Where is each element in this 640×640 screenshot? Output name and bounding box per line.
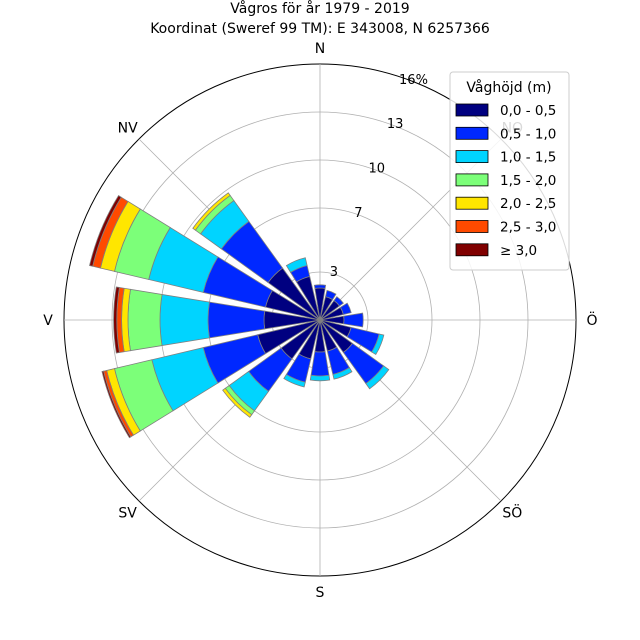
bar-segment [313,284,327,289]
bar-segment [365,365,390,390]
bar-segment [332,367,353,380]
bar-segment [343,312,364,328]
radial-tick-label: 3 [330,265,338,280]
direction-label: NV [118,121,138,137]
radial-tick-label: 16% [399,73,428,88]
direction-label: S [316,585,325,601]
legend-items: 0,0 - 0,5 0,5 - 1,0 1,0 - 1,5 1,5 - 2,0 2,0 … [455,103,556,259]
legend-swatch [455,150,489,164]
bar-segment [113,286,120,354]
legend-swatch [455,173,489,187]
bar-segment [325,289,337,301]
direction-label: SV [118,505,137,521]
bar-segment [333,296,344,307]
bar-segment [285,257,308,273]
chart-subtitle: Koordinat (Sweref 99 TM): E 343008, N 62… [150,21,490,37]
radial-tick-label: 7 [354,206,362,221]
legend-label: 0,0 - 0,5 [500,103,556,119]
legend: Våghöjd (m) 0,0 - 0,5 0,5 - 1,0 1,0 - 1,5 1… [449,71,570,271]
bar-segment [309,374,331,382]
bar-segment [207,301,266,339]
direction-label: SÖ [502,503,522,521]
bar-segment [222,387,253,418]
bar-segment [339,302,352,315]
radial-ticks: 3 7 10 13 16% [330,73,428,280]
wave-bars [89,192,390,439]
legend-title: Våghöjd (m) [466,79,551,96]
direction-label: Ö [586,311,597,329]
legend-swatch [455,126,489,140]
bar-segment [127,288,163,352]
bar-segment [283,373,306,388]
direction-label: N [315,41,325,57]
legend-label: ≥ 3,0 [500,243,537,259]
direction-label: V [43,313,53,329]
bar-segment [310,351,330,377]
radial-tick-label: 13 [387,117,404,132]
chart-title: Vågros för år 1979 - 2019 [230,0,409,17]
legend-swatch [455,220,489,233]
legend-label: 1,0 - 1,5 [500,150,556,166]
legend-frame [449,71,570,271]
bar-segment [101,370,132,439]
bar-segment [192,192,231,231]
radial-tick-label: 10 [368,161,385,176]
legend-label: 2,0 - 2,5 [500,196,556,212]
legend-swatch [455,103,489,117]
bar-segment [159,293,210,347]
legend-label: 0,5 - 1,0 [500,126,556,142]
legend-swatch [455,196,489,210]
legend-label: 2,5 - 3,0 [500,220,556,236]
legend-label: 1,5 - 2,0 [500,173,556,189]
legend-swatch [455,243,489,257]
bar-segment [371,333,385,356]
bar-segment [89,195,122,267]
